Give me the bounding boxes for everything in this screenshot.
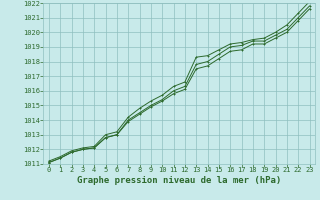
X-axis label: Graphe pression niveau de la mer (hPa): Graphe pression niveau de la mer (hPa) [77, 176, 281, 185]
